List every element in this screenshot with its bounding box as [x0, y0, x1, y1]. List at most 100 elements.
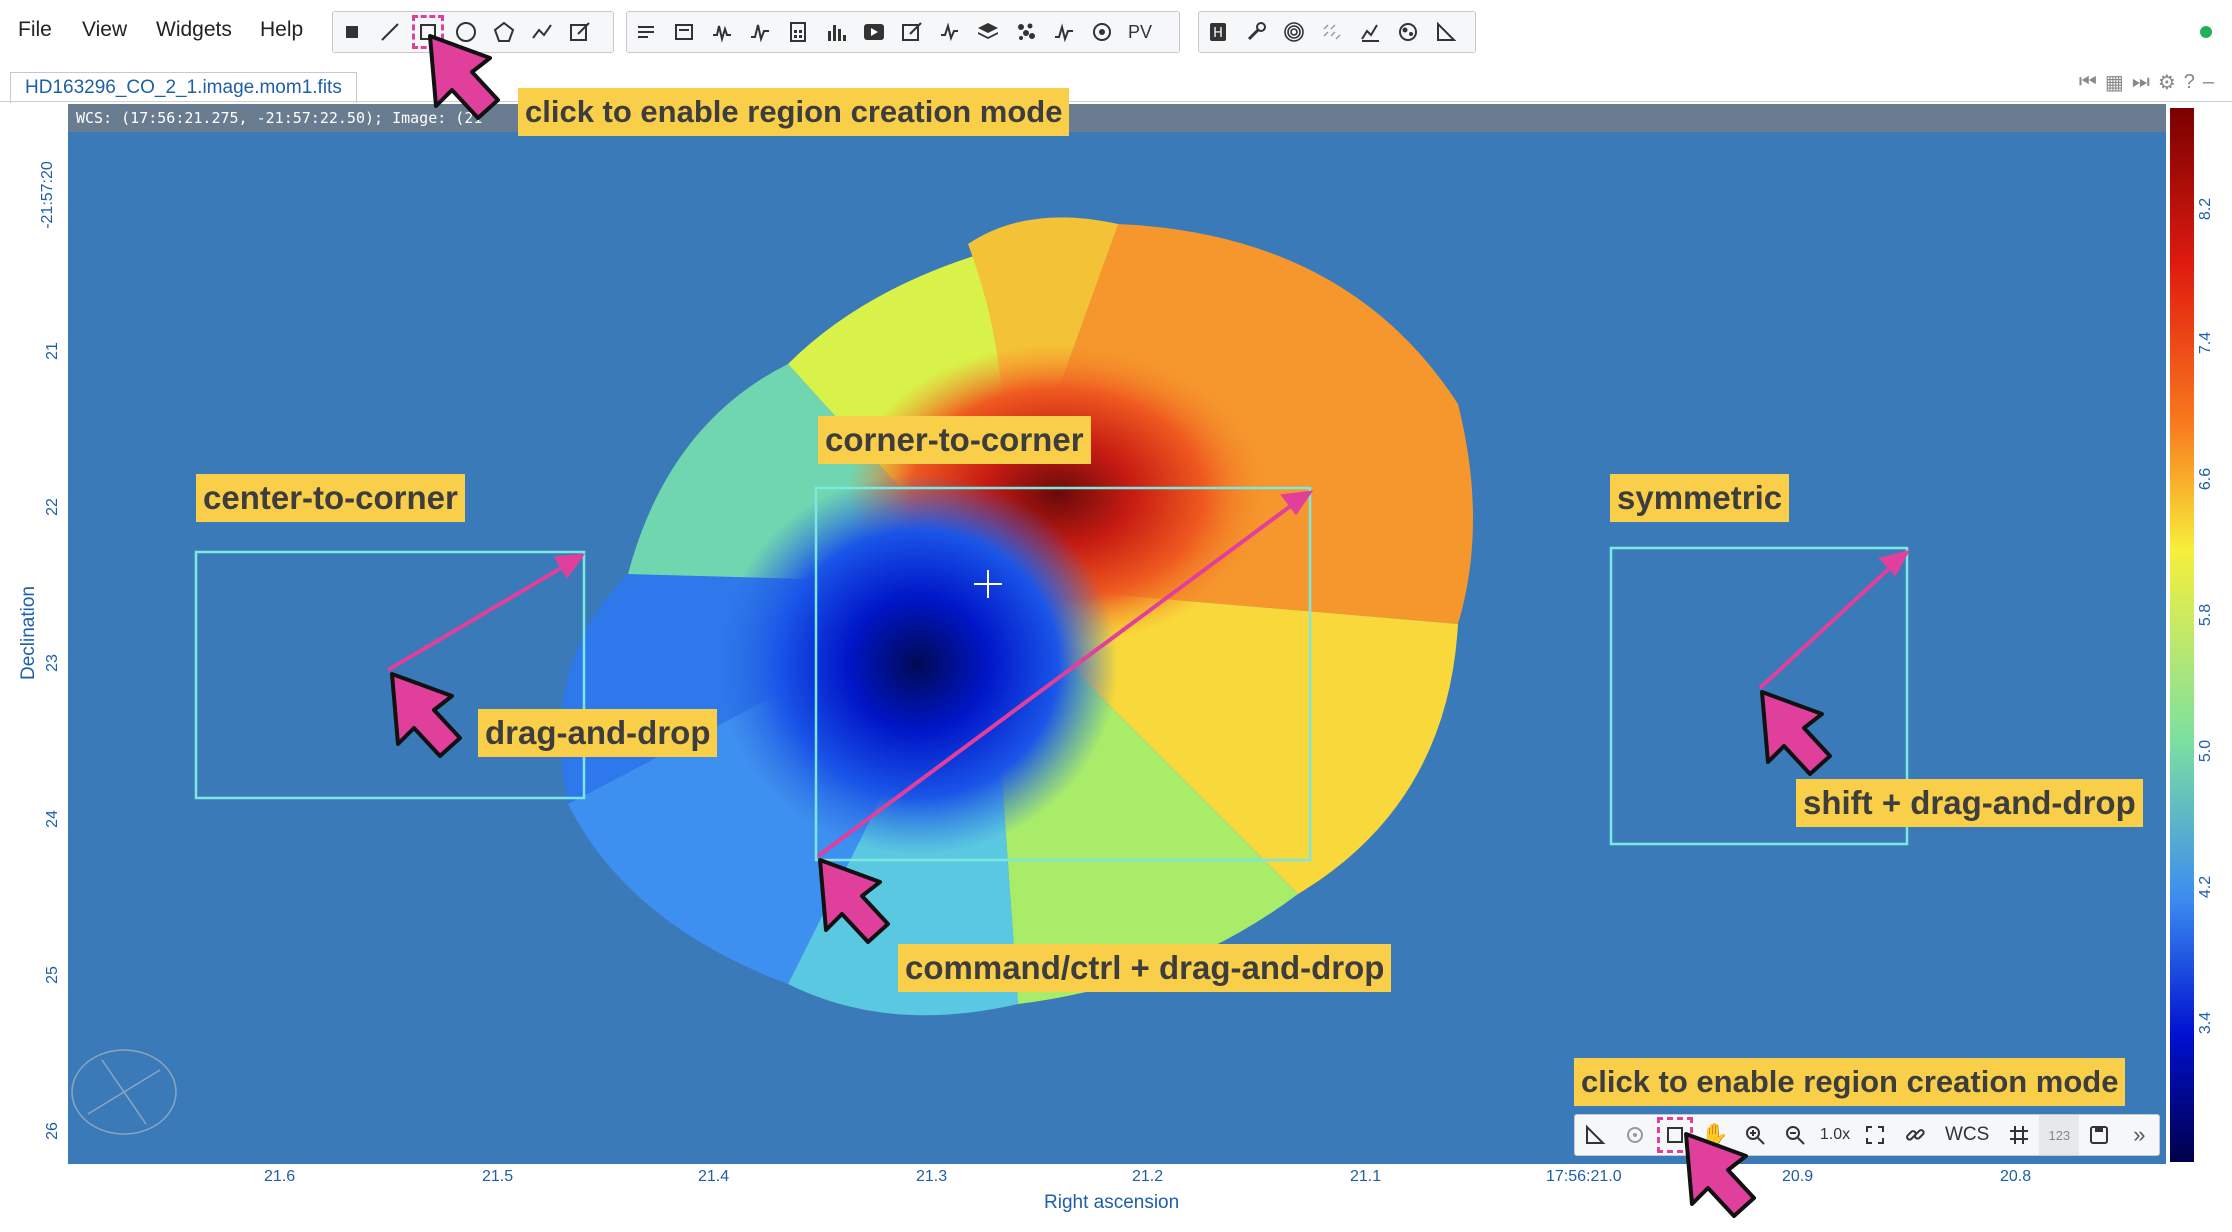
zoom-out-icon[interactable]: [1775, 1115, 1815, 1155]
save-image-icon[interactable]: [2079, 1115, 2119, 1155]
menu-bar: File View Widgets Help PV H: [0, 0, 2232, 64]
line-icon[interactable]: [371, 12, 409, 52]
x-tick: 20.8: [2000, 1168, 2032, 1185]
panel-controls: ⏮ ▦ ⏭ ⚙ ? –: [2079, 70, 2214, 95]
x-tick: 21.2: [1132, 1168, 1164, 1185]
x-tick: 21.4: [698, 1168, 730, 1185]
callout-center-to-corner: center-to-corner: [196, 474, 465, 522]
moment-generator-icon[interactable]: [1389, 12, 1427, 52]
svg-text:H: H: [1213, 26, 1223, 41]
file-info-icon[interactable]: [665, 12, 703, 52]
y-tick: -21:57:20: [38, 161, 56, 229]
distance-measure-icon[interactable]: [1575, 1115, 1615, 1155]
cursor-info-bar: WCS: (17:56:21.275, -21:57:22.50); Image…: [68, 104, 2166, 132]
grid-layout-icon[interactable]: ▦: [2104, 72, 2124, 94]
zoom-to-fit-icon[interactable]: [1855, 1115, 1895, 1155]
region-corner-to-corner: [814, 486, 1312, 862]
contour-icon[interactable]: [1275, 12, 1313, 52]
annotation-edit-icon[interactable]: [561, 12, 599, 52]
minimize-icon[interactable]: –: [2202, 71, 2214, 93]
ellipse-icon[interactable]: [447, 12, 485, 52]
x-tick: 21.3: [916, 1168, 948, 1185]
image-fitting-icon[interactable]: [1351, 12, 1389, 52]
widget-toolbar: PV: [626, 11, 1180, 53]
analysis-toolbar: H: [1198, 11, 1476, 53]
x-tick: 21.6: [264, 1168, 296, 1185]
colorbar-tick: 7.4: [2197, 331, 2215, 355]
help-icon[interactable]: ?: [2183, 71, 2195, 93]
region-center-to-corner: [194, 550, 586, 800]
colorbar-tick: 6.6: [2197, 467, 2215, 491]
zoom-level-button[interactable]: 1.0x: [1819, 1126, 1851, 1143]
y-tick: 23: [43, 654, 61, 672]
callout-drag: drag-and-drop: [478, 709, 718, 757]
region-mode-icon[interactable]: [1655, 1115, 1695, 1155]
gear-icon[interactable]: ⚙: [2157, 72, 2176, 94]
first-frame-icon[interactable]: ⏮: [2078, 71, 2097, 93]
spatial-profile-icon[interactable]: [703, 12, 741, 52]
x-tick: 21.5: [482, 1168, 514, 1185]
spectral-line-query-icon[interactable]: [1045, 12, 1083, 52]
polygon-icon[interactable]: [485, 12, 523, 52]
colorbar-tick: 3.4: [2197, 1011, 2215, 1035]
link-icon[interactable]: [1895, 1115, 1935, 1155]
pointer-arrow-bottom: [1684, 1132, 1756, 1218]
menu-file[interactable]: File: [18, 18, 52, 41]
y-tick: 26: [43, 1122, 61, 1140]
image-tab[interactable]: HD163296_CO_2_1.image.mom1.fits: [10, 72, 357, 103]
stokes-analysis-icon[interactable]: [931, 12, 969, 52]
polyline-icon[interactable]: [523, 12, 561, 52]
rectangle-icon[interactable]: [409, 12, 447, 52]
colorbar-tick: 5.8: [2197, 603, 2215, 627]
statistics-icon[interactable]: [779, 12, 817, 52]
crosshair-icon: [974, 570, 1002, 598]
vector-overlay-icon[interactable]: [1313, 12, 1351, 52]
layers-icon[interactable]: [969, 12, 1007, 52]
distance-measure-icon[interactable]: [1427, 12, 1465, 52]
colorbar[interactable]: [2170, 108, 2194, 1162]
grid-overlay-icon[interactable]: [1999, 1115, 2039, 1155]
pointer-arrow-top: [428, 34, 500, 120]
menu-view[interactable]: View: [82, 18, 128, 41]
zoom-in-icon[interactable]: [1735, 1115, 1775, 1155]
next-frame-icon[interactable]: ⏭: [2131, 71, 2150, 93]
histogram-icon[interactable]: [817, 12, 855, 52]
connection-status-icon: [2200, 26, 2212, 38]
menu-help[interactable]: Help: [260, 18, 304, 41]
region-symmetric: [1609, 546, 1909, 846]
beam-ellipse: [71, 1049, 177, 1135]
expand-toolbar-icon[interactable]: »: [2133, 1122, 2146, 1147]
spectral-profile-icon[interactable]: [741, 12, 779, 52]
image-toolbar: ✋ 1.0x WCS 123 »: [1574, 1114, 2161, 1156]
animator-icon[interactable]: [855, 12, 893, 52]
x-axis-label: Right ascension: [1044, 1192, 1180, 1213]
x-tick: 21.1: [1350, 1168, 1382, 1185]
menu-widgets[interactable]: Widgets: [156, 18, 232, 41]
wrench-icon[interactable]: [1237, 12, 1275, 52]
pv-generator-button[interactable]: PV: [1127, 21, 1152, 42]
pointer-arrows: [390, 672, 1832, 944]
point-select-icon[interactable]: [1615, 1115, 1655, 1155]
image-canvas[interactable]: [68, 104, 2166, 1164]
y-tick: 22: [43, 498, 61, 516]
y-axis-label: Declination: [18, 586, 39, 680]
pixel-value-button[interactable]: 123: [2039, 1115, 2080, 1155]
callout-corner-to-corner: corner-to-corner: [818, 416, 1091, 464]
catalog-icon[interactable]: [1007, 12, 1045, 52]
wcs-button[interactable]: WCS: [1945, 1124, 1990, 1145]
x-tick: 17:56:21.0: [1546, 1168, 1622, 1185]
render-config-icon[interactable]: [893, 12, 931, 52]
rectangle-regions[interactable]: [194, 486, 1909, 862]
image-viewer[interactable]: [68, 104, 2166, 1164]
drag-arrows: [386, 490, 1910, 858]
header-info-icon[interactable]: [627, 12, 665, 52]
callout-top-mode: click to enable region creation mode: [518, 88, 1070, 136]
y-tick: 25: [43, 966, 61, 984]
callout-bottom-mode: click to enable region creation mode: [1574, 1058, 2126, 1106]
online-data-query-icon[interactable]: [1083, 12, 1121, 52]
fits-header-icon[interactable]: H: [1199, 12, 1237, 52]
point-icon[interactable]: [333, 12, 371, 52]
y-tick: 21: [43, 342, 61, 360]
callout-command-drag: command/ctrl + drag-and-drop: [898, 944, 1392, 992]
callout-symmetric: symmetric: [1610, 474, 1790, 522]
